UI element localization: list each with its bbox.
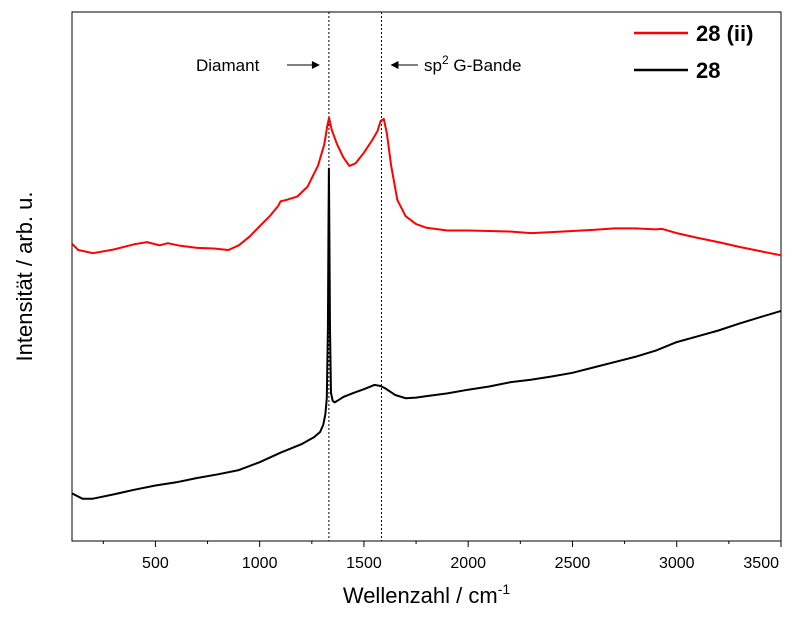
x-tick-label-1500: 1500 [346,555,382,572]
x-axis-title-text: Wellenzahl / cm [343,583,498,608]
x-tick-label-500: 500 [142,555,169,572]
series-layer [72,118,781,499]
series-line-0 [72,118,781,256]
y-axis-title: Intensität / arb. u. [12,192,37,362]
arrow-diamant [287,61,320,69]
annotation-sp2-g-band: sp2 G-Bande [424,53,521,75]
x-axis-ticks: 500 1000 1500 2000 2500 3000 3500 [103,541,781,572]
legend-label-28: 28 [696,58,720,83]
x-tick-label-3000: 3000 [659,555,695,572]
reference-lines [329,12,382,541]
legend: 28 (ii) 28 [634,21,753,83]
x-axis-title-superscript: -1 [498,581,511,597]
x-tick-label-3500: 3500 [743,555,779,572]
arrow-diamant-head [312,61,320,69]
annotations: Diamant sp2 G-Bande [196,53,521,75]
series-line-1 [72,169,781,499]
plot-area: 500 1000 1500 2000 2500 3000 3500 [72,12,781,572]
annotation-sp2-prefix: sp [424,56,442,75]
annotation-sp2-suffix: G-Bande [449,56,522,75]
annotation-diamant: Diamant [196,56,260,75]
x-axis-title: Wellenzahl / cm-1 [343,581,511,608]
x-tick-label-1000: 1000 [242,555,278,572]
plot-frame [72,12,781,541]
x-tick-label-2500: 2500 [555,555,591,572]
legend-label-28-ii: 28 (ii) [696,21,753,46]
arrow-sp2 [390,61,418,69]
x-tick-label-2000: 2000 [450,555,486,572]
